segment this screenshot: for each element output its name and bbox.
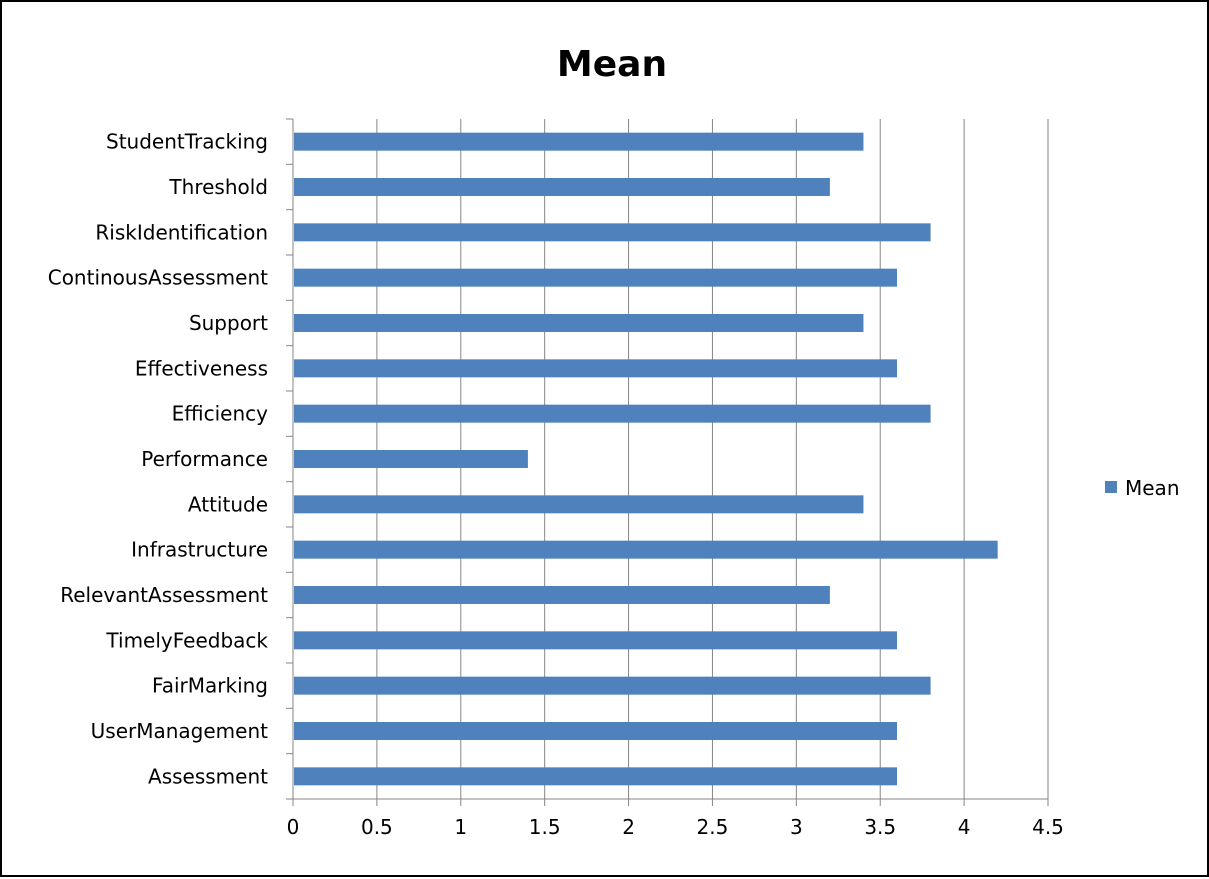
bar bbox=[294, 676, 931, 695]
category-label: Support bbox=[189, 311, 268, 335]
bar bbox=[294, 132, 864, 151]
category-label: Performance bbox=[141, 447, 268, 471]
x-tick-label: 2 bbox=[622, 815, 635, 839]
category-label: Attitude bbox=[188, 492, 268, 516]
category-label: Effectiveness bbox=[135, 356, 268, 380]
category-label: FairMarking bbox=[152, 674, 268, 698]
axes bbox=[286, 118, 1049, 806]
bar bbox=[294, 404, 931, 423]
category-label: TimelyFeedback bbox=[105, 628, 268, 652]
bar bbox=[294, 767, 897, 786]
x-tick-label: 4.5 bbox=[1032, 815, 1064, 839]
legend-swatch-mean bbox=[1105, 481, 1117, 493]
x-tick-label: 0 bbox=[287, 815, 300, 839]
category-label: UserManagement bbox=[91, 719, 268, 743]
category-label: RiskIdentification bbox=[95, 220, 268, 244]
bar bbox=[294, 450, 528, 468]
category-label: ContinousAssessment bbox=[48, 266, 268, 290]
category-label: Assessment bbox=[148, 764, 268, 788]
bar bbox=[294, 631, 897, 650]
chart-title: Mean bbox=[557, 44, 667, 85]
bar bbox=[294, 722, 897, 740]
legend-label-mean: Mean bbox=[1125, 476, 1180, 500]
category-labels: StudentTracking Threshold RiskIdentificati… bbox=[48, 130, 269, 789]
x-tick-labels: 0 0.5 1 1.5 2 2.5 3 3.5 4 4.5 bbox=[287, 815, 1064, 839]
category-label: StudentTracking bbox=[106, 130, 268, 154]
bars bbox=[294, 132, 998, 786]
x-tick-label: 2.5 bbox=[697, 815, 729, 839]
x-tick-label: 1 bbox=[454, 815, 467, 839]
category-label: Threshold bbox=[168, 175, 268, 199]
bar bbox=[294, 495, 864, 514]
legend: Mean bbox=[1105, 476, 1180, 500]
bar bbox=[294, 314, 864, 332]
bar bbox=[294, 359, 897, 378]
x-tick-label: 3.5 bbox=[864, 815, 896, 839]
x-tick-label: 1.5 bbox=[529, 815, 561, 839]
category-label: RelevantAssessment bbox=[60, 583, 268, 607]
bar bbox=[294, 268, 897, 287]
x-tick-label: 3 bbox=[790, 815, 803, 839]
category-label: Infrastructure bbox=[131, 538, 268, 562]
bar bbox=[294, 586, 830, 604]
bar bbox=[294, 223, 931, 242]
category-label: Efficiency bbox=[172, 402, 269, 426]
x-tick-label: 0.5 bbox=[361, 815, 393, 839]
x-tick-label: 4 bbox=[958, 815, 971, 839]
bar bbox=[294, 178, 830, 196]
bar bbox=[294, 540, 998, 559]
